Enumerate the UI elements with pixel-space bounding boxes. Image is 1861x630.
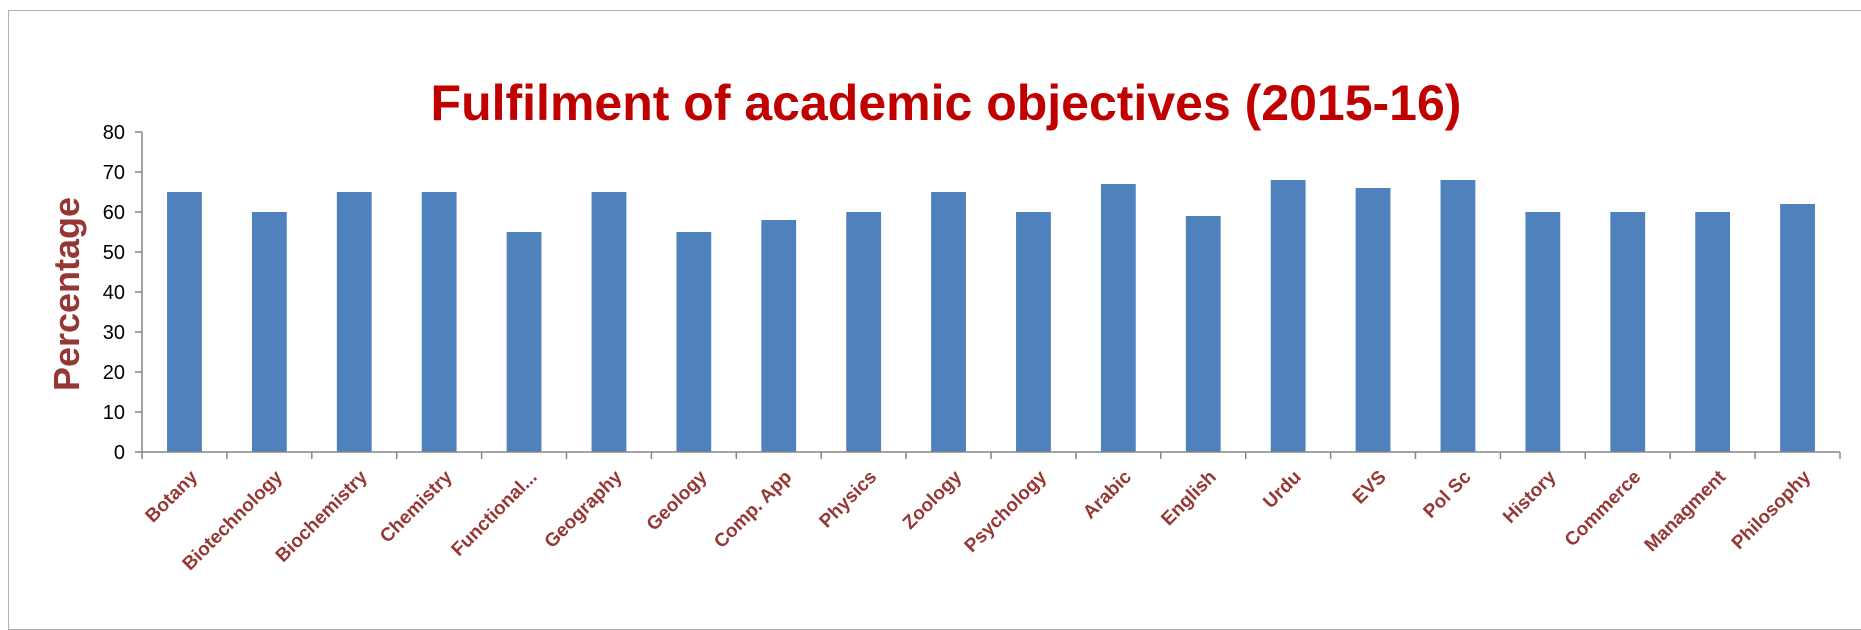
y-tick-label: 60 (103, 202, 125, 224)
x-tick-label: Urdu (1259, 467, 1305, 513)
x-tick-label: Arabic (1079, 466, 1136, 523)
y-axis-ticks: 0 10 20 30 40 50 60 70 80 (103, 122, 142, 464)
bar (761, 220, 797, 452)
x-tick-label: EVS (1349, 467, 1391, 509)
x-tick-label: Managment (1641, 466, 1731, 556)
x-tick-label: Geography (541, 466, 627, 552)
bar (251, 212, 287, 452)
x-tick-label: Pol Sc (1420, 466, 1476, 522)
bar (421, 192, 457, 452)
bar (167, 192, 202, 452)
x-tick-label: Psychology (961, 466, 1052, 557)
bar (676, 232, 712, 452)
y-tick-label: 10 (103, 402, 125, 424)
chart-title: Fulfilment of academic objectives (2015-… (431, 75, 1462, 131)
bar (1355, 188, 1391, 452)
bar (591, 192, 627, 452)
y-tick-label: 80 (103, 122, 125, 144)
x-tick-label: Comp. App (710, 467, 796, 553)
x-tick-label: Botany (142, 466, 203, 527)
x-tick-label: Geology (643, 466, 712, 535)
bar (1695, 212, 1731, 452)
bar (1185, 216, 1221, 452)
y-tick-label: 30 (103, 322, 125, 344)
x-tick-label: Zoology (899, 466, 966, 533)
bar (1440, 180, 1476, 452)
y-axis-label: Percentage (46, 197, 87, 391)
bar (336, 192, 372, 452)
bar (1100, 184, 1136, 452)
x-tick-label: English (1157, 467, 1220, 530)
x-tick-label: Commerce (1561, 467, 1645, 551)
y-tick-label: 20 (103, 362, 125, 384)
bar (506, 232, 542, 452)
y-tick-label: 40 (103, 282, 125, 304)
bar (931, 192, 966, 452)
bar (846, 212, 882, 452)
y-tick-label: 0 (114, 442, 125, 464)
x-tick-label: Chemistry (376, 466, 457, 547)
x-tick-label: Philosophy (1728, 466, 1816, 554)
x-tick-label: Physics (816, 467, 882, 533)
y-tick-label: 70 (103, 162, 125, 184)
bar (1525, 212, 1561, 452)
bar (1270, 180, 1306, 452)
x-tick-label: Functional... (448, 467, 542, 561)
bar (1610, 212, 1646, 452)
bar (1016, 212, 1051, 452)
axes (141, 132, 1840, 453)
bars (167, 180, 1815, 452)
y-tick-label: 50 (103, 242, 125, 264)
x-tick-label: Biochemistry (272, 466, 372, 566)
bar (1780, 204, 1815, 452)
x-tick-label: History (1499, 466, 1560, 527)
